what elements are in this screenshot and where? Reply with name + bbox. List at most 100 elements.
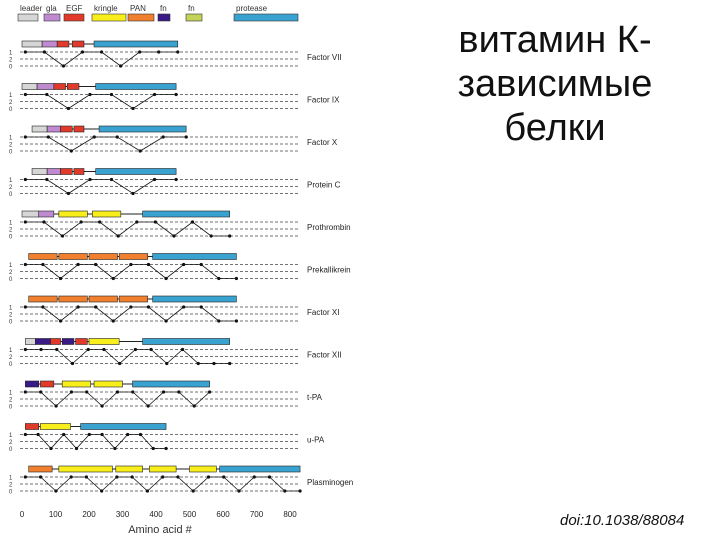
intron-site-marker [176, 475, 180, 479]
intron-site-marker [39, 390, 43, 394]
intron-site-marker [94, 262, 98, 267]
intron-site-marker [153, 220, 157, 224]
phase-label: 2 [9, 143, 13, 149]
domain-protease [152, 295, 237, 303]
domain-PAN [28, 295, 58, 303]
intron-phase-trace [25, 179, 177, 194]
domain-gla [41, 40, 58, 48]
domain-protease [142, 338, 231, 345]
intron-site-marker [94, 305, 98, 309]
legend-swatch [233, 13, 299, 22]
legend-swatch [43, 13, 61, 22]
intron-site-marker [217, 319, 221, 323]
domain-legend: leader gla EGF kringle PAN fn fn protease [17, 4, 299, 22]
intron-site-marker [23, 347, 27, 352]
protein-row: 120 Prothrombin [9, 210, 351, 241]
intron-site-marker [23, 475, 27, 479]
intron-phase-trace [25, 348, 230, 365]
intron-site-marker [161, 135, 165, 139]
intron-site-marker [138, 50, 142, 54]
domain-leader [31, 125, 48, 133]
intron-site-marker [172, 234, 176, 238]
domain-kringle [115, 465, 143, 473]
intron-site-marker [23, 432, 27, 437]
legend-label: protease [236, 4, 268, 13]
intron-site-marker [66, 191, 71, 196]
phase-label: 2 [9, 185, 13, 191]
phase-label: 0 [9, 150, 13, 156]
protein-name: u-PA [307, 436, 325, 445]
domain-leader [25, 338, 36, 345]
phase-label: 0 [9, 65, 13, 71]
domain-PAN [118, 295, 148, 303]
protein-name: Factor XI [307, 308, 339, 317]
phase-label: 1 [9, 51, 13, 57]
legend-swatch [17, 13, 39, 22]
domain-protease [152, 253, 237, 260]
protein-name: t-PA [307, 393, 323, 402]
phase-label: 2 [9, 228, 13, 234]
intron-site-marker [23, 390, 27, 394]
doi-citation: doi:10.1038/88084 [560, 512, 685, 529]
domain-PAN [58, 295, 88, 303]
phase-label: 2 [9, 100, 13, 106]
legend-swatch [91, 13, 127, 22]
domain-EGF [40, 380, 55, 388]
domain-structure-diagram: leader gla EGF kringle PAN fn fn protease 120Fa… [9, 4, 353, 536]
domain-protease [142, 210, 231, 218]
intron-site-marker [133, 347, 137, 352]
intron-site-marker [76, 305, 80, 309]
phase-label: 0 [9, 277, 13, 283]
legend-label: fn [160, 4, 167, 13]
intron-site-marker [161, 475, 165, 479]
intron-site-marker [111, 276, 115, 281]
protein-row: 120 Factor IX [9, 83, 340, 113]
domain-EGF [66, 83, 80, 90]
phase-label: 0 [9, 107, 13, 113]
domain-EGF [75, 338, 88, 345]
legend-swatch [127, 13, 155, 22]
domain-PAN [58, 253, 88, 260]
phase-label: 0 [9, 447, 13, 453]
intron-site-marker [131, 191, 135, 196]
intron-site-marker [152, 92, 157, 97]
intron-site-marker [45, 177, 49, 182]
intron-site-marker [176, 50, 180, 54]
intron-site-marker [267, 475, 272, 479]
intron-site-marker [42, 220, 46, 224]
protein-row: 120 Factor X [9, 125, 338, 156]
intron-site-marker [196, 361, 200, 366]
intron-site-marker [98, 220, 102, 224]
domain-gla [46, 125, 61, 133]
intron-phase-trace [25, 94, 177, 109]
intron-site-marker [237, 489, 241, 493]
intron-site-marker [131, 390, 135, 394]
intron-site-marker [39, 347, 43, 352]
domain-gla [36, 83, 55, 90]
intron-site-marker [61, 64, 66, 68]
phase-label: 0 [9, 405, 13, 411]
protein-name: Prothrombin [307, 223, 351, 232]
domain-leader [21, 210, 40, 218]
intron-site-marker [85, 390, 89, 394]
axis-tick-label: 300 [116, 510, 130, 519]
phase-label: 2 [9, 313, 13, 319]
domain-kringle [93, 380, 123, 388]
intron-site-marker [23, 92, 27, 97]
intron-site-marker [80, 50, 85, 54]
intron-site-marker [149, 347, 153, 352]
axis-tick-label: 500 [183, 510, 197, 519]
domain-protease [80, 423, 167, 430]
intron-site-marker [129, 262, 133, 267]
intron-site-marker [62, 432, 66, 437]
intron-site-marker [113, 446, 117, 451]
intron-site-marker [199, 262, 203, 267]
protein-name: Protein C [307, 181, 341, 190]
intron-site-marker [182, 262, 186, 267]
domain-PAN [88, 295, 118, 303]
intron-site-marker [130, 475, 134, 479]
intron-phase-trace [25, 433, 167, 450]
protein-row: 120 Factor XII [9, 338, 342, 368]
intron-site-marker [115, 135, 119, 139]
